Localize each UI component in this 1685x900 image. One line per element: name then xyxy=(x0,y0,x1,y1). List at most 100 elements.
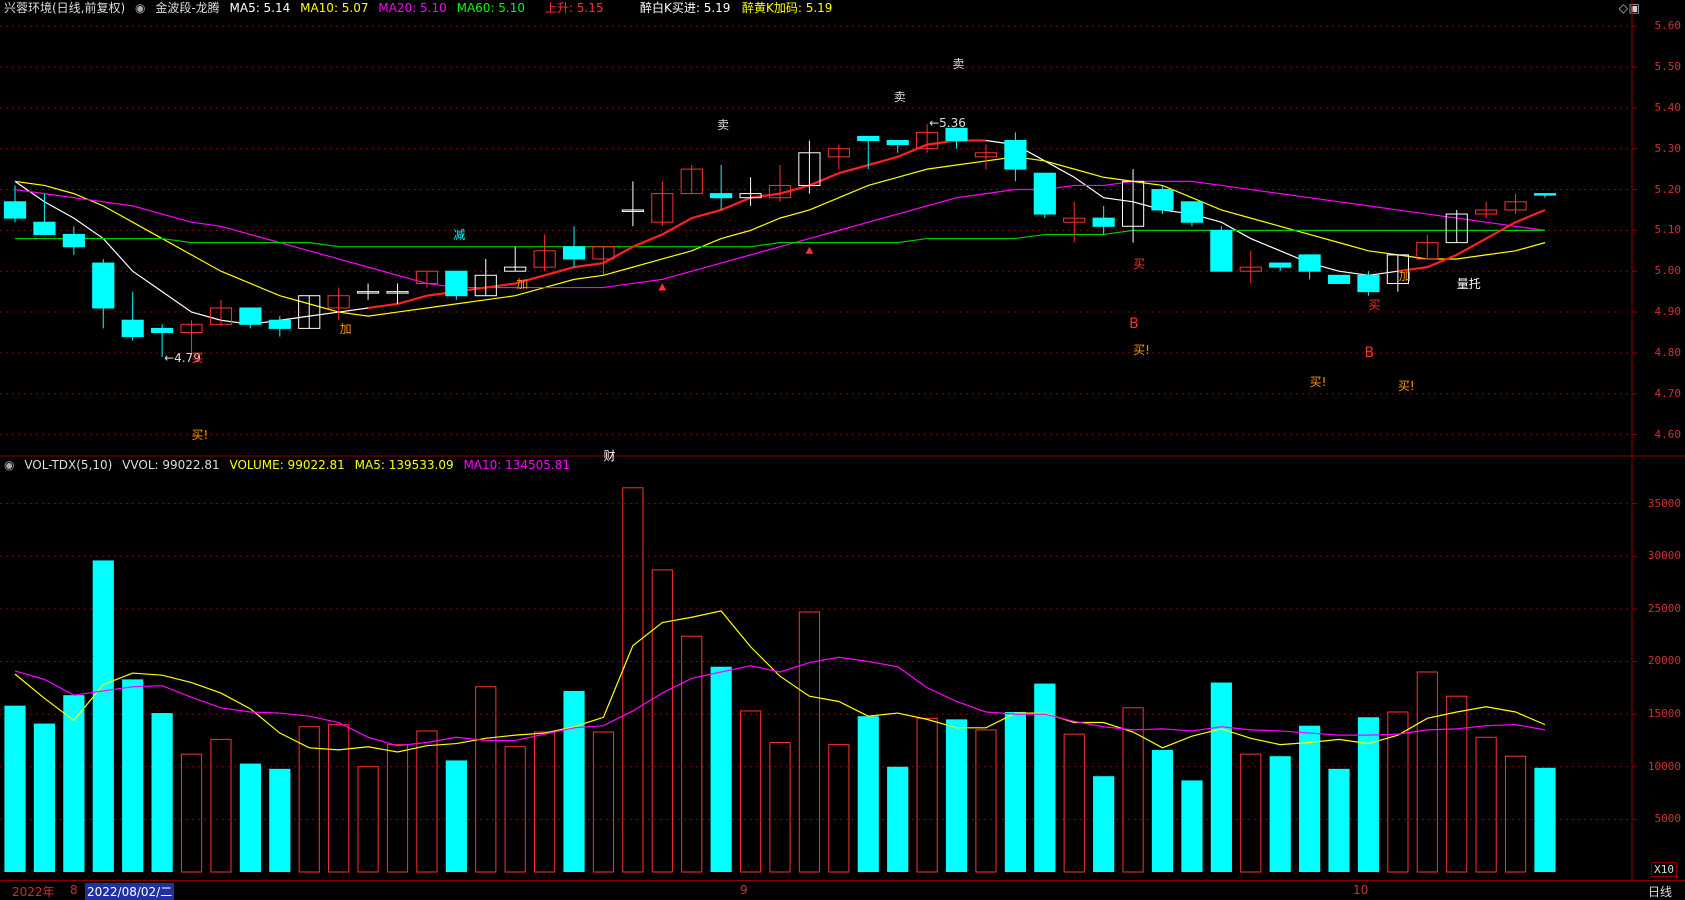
candle-body xyxy=(415,270,439,284)
volume-bar xyxy=(92,560,114,872)
candle-body xyxy=(827,148,850,158)
collapse-icon[interactable]: ◉ xyxy=(4,458,15,472)
candle-body xyxy=(327,295,350,309)
volume-bar xyxy=(151,713,173,872)
volume-bar xyxy=(945,719,968,872)
volume-bar xyxy=(504,746,526,873)
annotation-add: 加 xyxy=(1398,269,1411,284)
volume-bar xyxy=(1004,712,1026,872)
volume-label: VOLUME: 99022.81 xyxy=(229,458,345,472)
price-tick-label: 4.70 xyxy=(1654,386,1682,400)
price-tick-label: 5.50 xyxy=(1654,60,1682,73)
candle-body xyxy=(798,152,821,186)
x-month-9: 9 xyxy=(740,883,748,897)
volume-bar xyxy=(386,744,409,873)
candle-body xyxy=(621,209,644,212)
indicator-name[interactable]: 金波段-龙腾 xyxy=(155,1,220,15)
rise-label: 上升: 5.15 xyxy=(545,1,604,15)
volume-bar xyxy=(4,705,26,872)
price-header: 兴蓉环境(日线,前复权) ◉ 金波段-龙腾 MA5: 5.14 MA10: 5.… xyxy=(4,0,531,16)
candle-body xyxy=(3,201,27,219)
volume-bar xyxy=(1063,733,1085,873)
candle-body xyxy=(445,270,468,297)
vol-ma10-label: MA10: 134505.81 xyxy=(463,458,571,472)
annotation-buy: 买 xyxy=(1133,256,1146,271)
volume-bar xyxy=(328,724,350,873)
volume-bar xyxy=(1387,711,1409,873)
candle-body xyxy=(209,307,233,325)
candle-body xyxy=(92,262,115,309)
ma-line-ma10 xyxy=(14,156,1546,317)
candle-body xyxy=(680,168,703,195)
candle-body xyxy=(1533,193,1557,196)
volume-bar xyxy=(210,738,232,873)
volume-bar xyxy=(1328,768,1350,872)
volume-bar xyxy=(298,726,320,873)
volume-bar xyxy=(651,569,673,873)
annotation-buy_excl: 买! xyxy=(1397,379,1415,394)
x-month-10: 10 xyxy=(1353,883,1369,897)
volume-bar xyxy=(916,717,938,873)
volume-bar xyxy=(1446,695,1468,873)
vol-indicator[interactable]: VOL-TDX(5,10) xyxy=(24,458,113,472)
volume-bar xyxy=(563,690,585,872)
volume-bar xyxy=(63,695,85,872)
annotation-buy_excl: 买! xyxy=(1133,342,1150,357)
volume-bar xyxy=(416,730,438,873)
volume-bar xyxy=(1416,671,1438,873)
candle-body xyxy=(857,135,880,142)
volume-bar xyxy=(1181,780,1203,872)
volume-bar xyxy=(887,766,909,872)
settings-icon[interactable]: ◉ xyxy=(135,1,146,15)
annotation-sell: 卖 xyxy=(952,56,965,71)
annotation-low: ←4.79 xyxy=(164,350,201,365)
ma20-label: MA20: 5.10 xyxy=(378,1,447,15)
vol-ma5-label: MA5: 139533.09 xyxy=(354,458,454,472)
candle-body xyxy=(268,319,291,329)
candle-body xyxy=(651,193,674,223)
volume-bar xyxy=(1475,736,1497,873)
volume-bar xyxy=(1240,753,1262,873)
candle-body xyxy=(1357,274,1380,293)
stock-name[interactable]: 兴蓉环境(日线,前复权) xyxy=(4,1,126,15)
candle-body xyxy=(739,193,762,199)
volume-tick-label: 15000 xyxy=(1647,707,1681,721)
volume-bar xyxy=(1093,776,1115,872)
annotation-b: B xyxy=(1364,344,1375,361)
candle-body xyxy=(1004,140,1027,170)
panel-icon[interactable]: ▣ xyxy=(1628,1,1640,15)
ma-line-ma20 xyxy=(14,180,1546,289)
price-tick-label: 5.30 xyxy=(1654,141,1682,155)
diamond-icon[interactable]: ◇ xyxy=(1618,1,1628,15)
rise-trend-line xyxy=(1397,208,1546,273)
candle-body xyxy=(151,327,174,333)
volume-bar xyxy=(357,766,379,873)
volume-bar xyxy=(122,679,144,872)
candle-body xyxy=(239,307,262,325)
volume-bar xyxy=(1151,749,1174,872)
ma5-label: MA5: 5.14 xyxy=(229,1,291,15)
candle-body xyxy=(533,250,556,268)
candle-body xyxy=(1386,254,1409,284)
volume-bar xyxy=(681,635,703,873)
volume-unit: X10 xyxy=(1651,862,1677,877)
price-tick-label: 5.60 xyxy=(1654,19,1682,33)
volume-bar xyxy=(239,763,261,872)
ma-line-ma60 xyxy=(15,229,1545,248)
period-label[interactable]: 日线 xyxy=(1648,885,1673,899)
rise-trend-line xyxy=(367,139,986,310)
price-tick-label: 5.20 xyxy=(1654,182,1682,196)
x-year: 2022年 xyxy=(12,885,55,899)
price-tick-label: 4.80 xyxy=(1654,345,1682,359)
candle-body xyxy=(1445,213,1468,244)
volume-bar xyxy=(857,716,879,872)
annotation-volume_support: 量托 xyxy=(1456,277,1481,292)
annotation-high: ←5.36 xyxy=(929,116,966,131)
candle-body xyxy=(62,233,85,248)
annotation-sell: 卖 xyxy=(893,89,906,104)
candle-body xyxy=(1092,217,1115,227)
annotation-finance: 财 xyxy=(603,448,616,463)
volume-bar xyxy=(1269,756,1291,872)
volume-bar xyxy=(622,487,644,873)
